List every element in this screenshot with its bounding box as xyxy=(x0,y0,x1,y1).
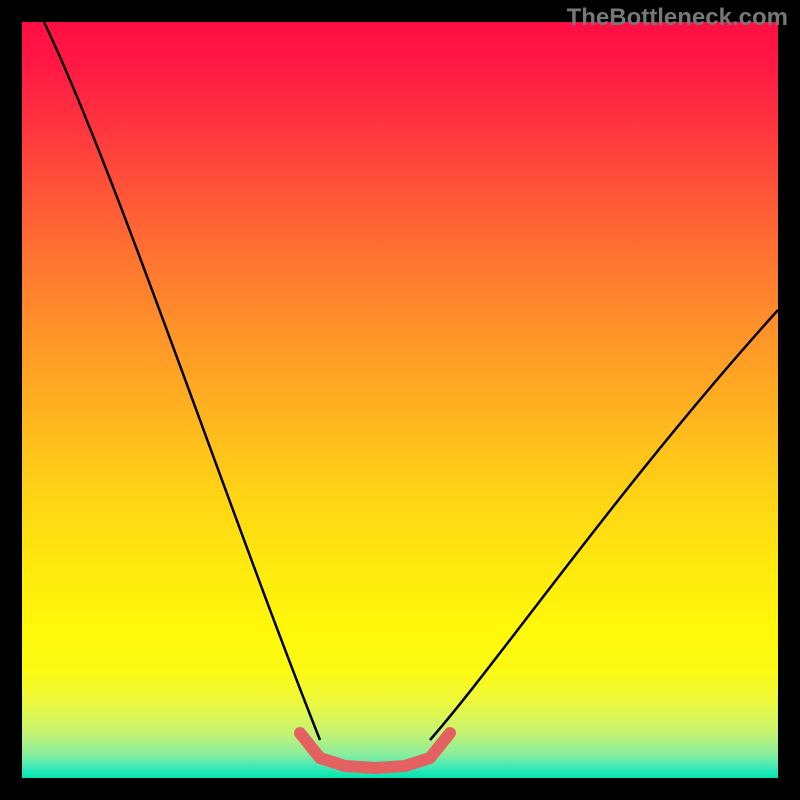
bottleneck-chart xyxy=(0,0,800,800)
plot-area xyxy=(22,22,778,778)
